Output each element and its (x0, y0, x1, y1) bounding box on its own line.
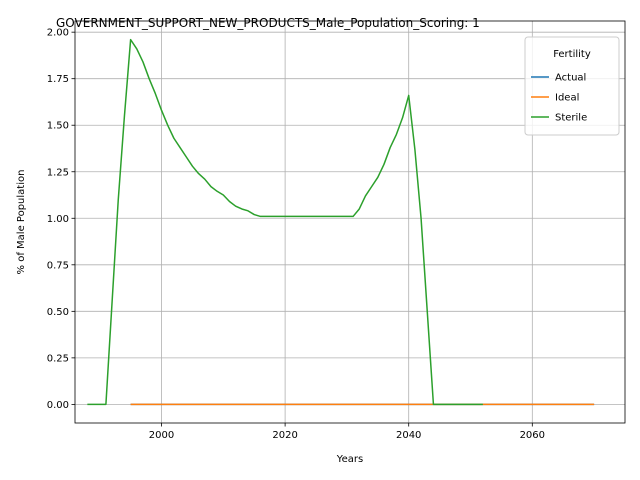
x-tick-label: 2060 (520, 430, 545, 441)
legend-title: Fertility (553, 49, 591, 60)
legend: Fertility Actual Ideal Sterile (525, 37, 619, 135)
legend-label-sterile: Sterile (555, 113, 587, 124)
y-tick-label: 0.75 (47, 260, 69, 271)
x-axis-label: Years (336, 454, 363, 465)
y-tick-label: 1.25 (47, 167, 69, 178)
y-axis-label: % of Male Population (16, 170, 27, 275)
y-tick-label: 0.00 (47, 400, 69, 411)
x-tick-label: 2040 (396, 430, 421, 441)
y-tick-label: 1.50 (47, 121, 69, 132)
x-tick-label: 2000 (149, 430, 174, 441)
y-tick-label: 1.00 (47, 214, 69, 225)
x-tick-label: 2020 (272, 430, 297, 441)
legend-label-actual: Actual (555, 73, 586, 84)
y-tick-label: 0.25 (47, 353, 69, 364)
legend-label-ideal: Ideal (555, 93, 579, 104)
chart-title: GOVERNMENT_SUPPORT_NEW_PRODUCTS_Male_Pop… (56, 16, 480, 30)
y-tick-label: 1.75 (47, 74, 69, 85)
y-tick-label: 0.50 (47, 307, 69, 318)
